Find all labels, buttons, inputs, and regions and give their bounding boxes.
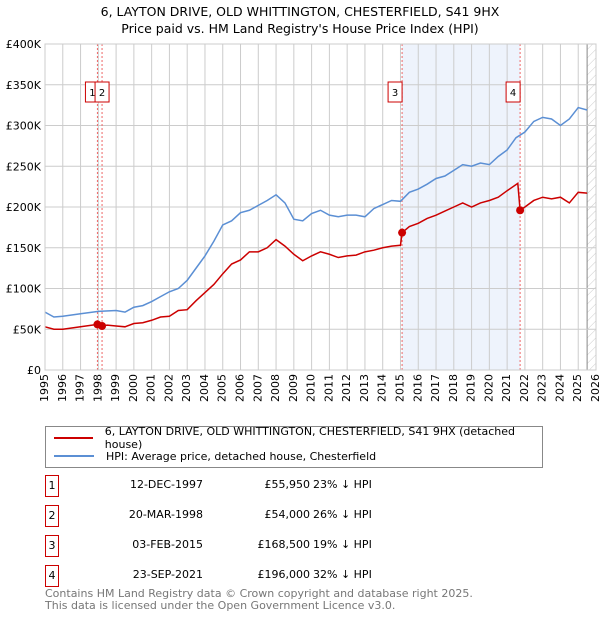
x-tick-label: 2010 [305,374,318,402]
x-tick-label: 2011 [322,374,335,402]
x-tick-label: 1997 [74,374,87,402]
x-tick-label: 2000 [127,374,140,402]
x-tick-label: 1995 [38,374,51,402]
x-tick-label: 2020 [482,374,495,402]
x-tick-label: 2026 [589,374,600,402]
footer-line: This data is licensed under the Open Gov… [45,599,396,612]
x-tick-label: 2005 [216,374,229,402]
transaction-point [398,228,407,237]
transaction-label-box [505,81,521,103]
transaction-marker: 2 [45,505,59,527]
legend-label: 6, LAYTON DRIVE, OLD WHITTINGTON, CHESTE… [104,425,516,451]
transaction-row: 3 03-FEB-2015 £168,500 19% ↓ HPI [45,535,545,557]
y-tick-label: £0 [27,364,41,377]
transaction-date: 20-MAR-1998 [128,508,203,521]
y-tick-label: £400K [6,38,42,51]
transaction-hpi: 32% ↓ HPI [313,568,372,581]
chart-subtitle: Price paid vs. HM Land Registry's House … [121,21,479,36]
transaction-row: 1 12-DEC-1997 £55,950 23% ↓ HPI [45,475,545,497]
price-chart: 1995 1996 1997 1998 1999 2000 2001 2002 2003 2004… [6,38,600,402]
x-tick-label: 2025 [571,374,584,402]
x-tick-label: 1999 [109,374,122,402]
transaction-price: £196,000 [257,568,311,581]
y-tick-label: £150K [6,242,42,255]
x-tick-label: 2004 [198,374,211,402]
transaction-point [98,321,107,330]
x-tick-label: 2009 [287,374,300,402]
transaction-hpi: 23% ↓ HPI [313,478,372,491]
transaction-label: 2 [99,88,105,99]
price-paid-line [44,182,588,330]
legend-swatch-blue [54,455,94,457]
x-tick-label: 2021 [500,374,513,402]
legend-swatch-red [54,437,93,439]
legend: 6, LAYTON DRIVE, OLD WHITTINGTON, CHESTE… [45,425,543,468]
x-tick-label: 2023 [536,374,549,402]
x-tick-label: 2006 [234,374,247,402]
x-tick-label: 2001 [145,374,158,402]
footer: Contains HM Land Registry data © Crown c… [45,588,473,612]
transaction-label: 1 [89,88,95,99]
x-tick-label: 2013 [358,374,371,402]
transaction-label: 4 [510,88,516,99]
x-tick-label: 2015 [393,374,406,402]
x-tick-label: 2003 [180,374,193,402]
transaction-label-box [94,81,110,103]
y-tick-label: £350K [6,79,42,92]
y-tick-label: £250K [6,160,42,173]
transaction-label: 3 [392,88,398,99]
x-tick-label: 2022 [518,374,531,402]
legend-item-property: 6, LAYTON DRIVE, OLD WHITTINGTON, CHESTE… [54,425,542,451]
x-tick-label: 2014 [376,374,389,402]
transaction-date: 12-DEC-1997 [129,478,203,491]
x-tick-label: 2016 [411,374,424,402]
x-tick-label: 2018 [447,374,460,402]
transaction-price: £168,500 [257,538,311,551]
x-tick-label: 1998 [91,374,104,402]
chart-title: 6, LAYTON DRIVE, OLD WHITTINGTON, CHESTE… [100,4,500,19]
transaction-price: £54,000 [264,508,311,521]
x-tick-label: 2008 [269,374,282,402]
x-tick-label: 2002 [162,374,175,402]
transaction-hpi: 19% ↓ HPI [313,538,372,551]
transaction-date: 03-FEB-2015 [132,538,203,551]
transaction-label-box [387,81,403,103]
x-tick-label: 2019 [465,374,478,402]
legend-label: HPI: Average price, detached house, Ches… [106,449,377,463]
x-tick-label: 2024 [553,374,566,402]
transaction-date: 23-SEP-2021 [132,568,203,581]
plot-border [44,43,597,371]
y-tick-label: £50K [13,323,42,336]
transaction-price: £55,950 [264,478,311,491]
transaction-hpi: 26% ↓ HPI [313,508,372,521]
x-tick-label: 1996 [56,374,69,402]
y-tick-label: £300K [6,120,42,133]
transaction-row: 2 20-MAR-1998 £54,000 26% ↓ HPI [45,505,545,527]
transaction-marker: 1 [45,475,59,497]
x-tick-label: 2017 [429,374,442,402]
legend-item-hpi: HPI: Average price, detached house, Ches… [54,447,376,465]
y-tick-label: £200K [6,201,42,214]
transaction-marker: 3 [45,535,59,557]
footer-line: Contains HM Land Registry data © Crown c… [45,587,473,600]
transaction-row: 4 23-SEP-2021 £196,000 32% ↓ HPI [45,565,545,587]
x-tick-label: 2012 [340,374,353,402]
transaction-marker: 4 [45,565,59,587]
y-tick-label: £100K [6,283,42,296]
hpi-line [44,106,588,318]
transaction-point [516,206,525,215]
x-tick-label: 2007 [251,374,264,402]
